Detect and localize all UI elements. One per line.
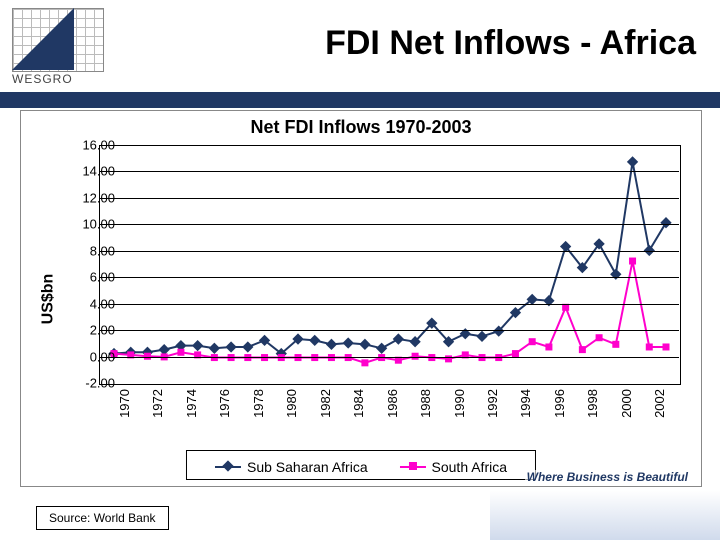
diamond-marker <box>627 156 638 167</box>
legend: Sub Saharan Africa South Africa <box>186 450 536 480</box>
y-tick-label: 12.00 <box>75 190 115 205</box>
legend-line-sa <box>400 466 426 468</box>
logo-triangle <box>12 8 74 70</box>
gridline <box>99 224 679 225</box>
slide-title: FDI Net Inflows - Africa <box>325 24 696 63</box>
square-icon <box>409 462 417 470</box>
y-tick-label: -2.00 <box>75 376 115 391</box>
square-marker <box>261 354 268 361</box>
x-tick-label: 2002 <box>652 389 667 418</box>
diamond-marker <box>660 217 671 228</box>
x-tick-label: 1980 <box>284 389 299 418</box>
y-tick-label: 6.00 <box>75 270 115 285</box>
diamond-marker <box>476 331 487 342</box>
diamond-marker <box>376 343 387 354</box>
x-tick-label: 1984 <box>351 389 366 418</box>
chart-title: Net FDI Inflows 1970-2003 <box>21 117 701 138</box>
y-tick-label: 16.00 <box>75 138 115 153</box>
square-marker <box>579 346 586 353</box>
diamond-marker <box>543 295 554 306</box>
gridline <box>99 198 679 199</box>
square-marker <box>211 354 218 361</box>
square-marker <box>629 258 636 265</box>
tagline: Where Business is Beautiful <box>525 470 690 484</box>
x-tick-label: 1994 <box>518 389 533 418</box>
slide: WESGRO FDI Net Inflows - Africa Net FDI … <box>0 0 720 540</box>
diamond-marker <box>192 340 203 351</box>
square-marker <box>529 338 536 345</box>
legend-label-ssa: Sub Saharan Africa <box>247 459 368 475</box>
square-marker <box>428 354 435 361</box>
square-marker <box>663 343 670 350</box>
square-marker <box>177 349 184 356</box>
y-tick-label: 0.00 <box>75 349 115 364</box>
diamond-marker <box>309 335 320 346</box>
wesgro-logo: WESGRO <box>12 8 102 88</box>
x-tick-label: 1990 <box>452 389 467 418</box>
y-tick-label: 10.00 <box>75 217 115 232</box>
square-marker <box>562 304 569 311</box>
y-tick-label: 2.00 <box>75 323 115 338</box>
legend-item-sa: South Africa <box>400 459 508 475</box>
chart-container: Net FDI Inflows 1970-2003 US$bn Sub Saha… <box>20 110 702 487</box>
square-marker <box>278 354 285 361</box>
legend-item-ssa: Sub Saharan Africa <box>215 459 368 475</box>
x-tick-label: 1986 <box>385 389 400 418</box>
square-marker <box>228 354 235 361</box>
plot-area <box>99 145 681 385</box>
square-marker <box>345 354 352 361</box>
source-citation: Source: World Bank <box>36 506 169 530</box>
diamond-marker <box>242 341 253 352</box>
square-marker <box>596 334 603 341</box>
legend-line-ssa <box>215 466 241 468</box>
diamond-marker <box>209 343 220 354</box>
diamond-marker <box>225 341 236 352</box>
legend-label-sa: South Africa <box>432 459 508 475</box>
footer-shadow <box>490 490 720 540</box>
square-marker <box>361 359 368 366</box>
x-tick-label: 1972 <box>150 389 165 418</box>
x-tick-label: 2000 <box>619 389 634 418</box>
gridline <box>99 145 679 146</box>
y-tick-label: 4.00 <box>75 296 115 311</box>
gridline <box>99 251 679 252</box>
y-axis-label: US$bn <box>39 273 57 324</box>
diamond-marker <box>393 333 404 344</box>
diamond-marker <box>343 337 354 348</box>
x-tick-label: 1978 <box>251 389 266 418</box>
series-line <box>114 162 666 354</box>
title-bar <box>0 92 720 108</box>
logo-text: WESGRO <box>12 72 73 86</box>
x-tick-label: 1998 <box>585 389 600 418</box>
square-marker <box>378 354 385 361</box>
x-tick-label: 1970 <box>117 389 132 418</box>
y-tick-label: 8.00 <box>75 243 115 258</box>
square-marker <box>244 354 251 361</box>
gridline <box>99 304 679 305</box>
x-tick-label: 1976 <box>217 389 232 418</box>
gridline <box>99 277 679 278</box>
gridline <box>99 171 679 172</box>
square-marker <box>545 343 552 350</box>
x-tick-label: 1992 <box>485 389 500 418</box>
square-marker <box>328 354 335 361</box>
square-marker <box>395 357 402 364</box>
diamond-marker <box>359 339 370 350</box>
square-marker <box>479 354 486 361</box>
diamond-marker <box>326 339 337 350</box>
y-tick-label: 14.00 <box>75 164 115 179</box>
x-tick-label: 1974 <box>184 389 199 418</box>
chart-svg <box>100 146 680 384</box>
square-marker <box>612 341 619 348</box>
square-marker <box>495 354 502 361</box>
x-tick-label: 1988 <box>418 389 433 418</box>
x-tick-label: 1996 <box>552 389 567 418</box>
x-tick-label: 1982 <box>318 389 333 418</box>
gridline <box>99 330 679 331</box>
square-marker <box>295 354 302 361</box>
square-marker <box>311 354 318 361</box>
diamond-icon <box>222 460 233 471</box>
square-marker <box>646 343 653 350</box>
gridline <box>99 357 679 358</box>
